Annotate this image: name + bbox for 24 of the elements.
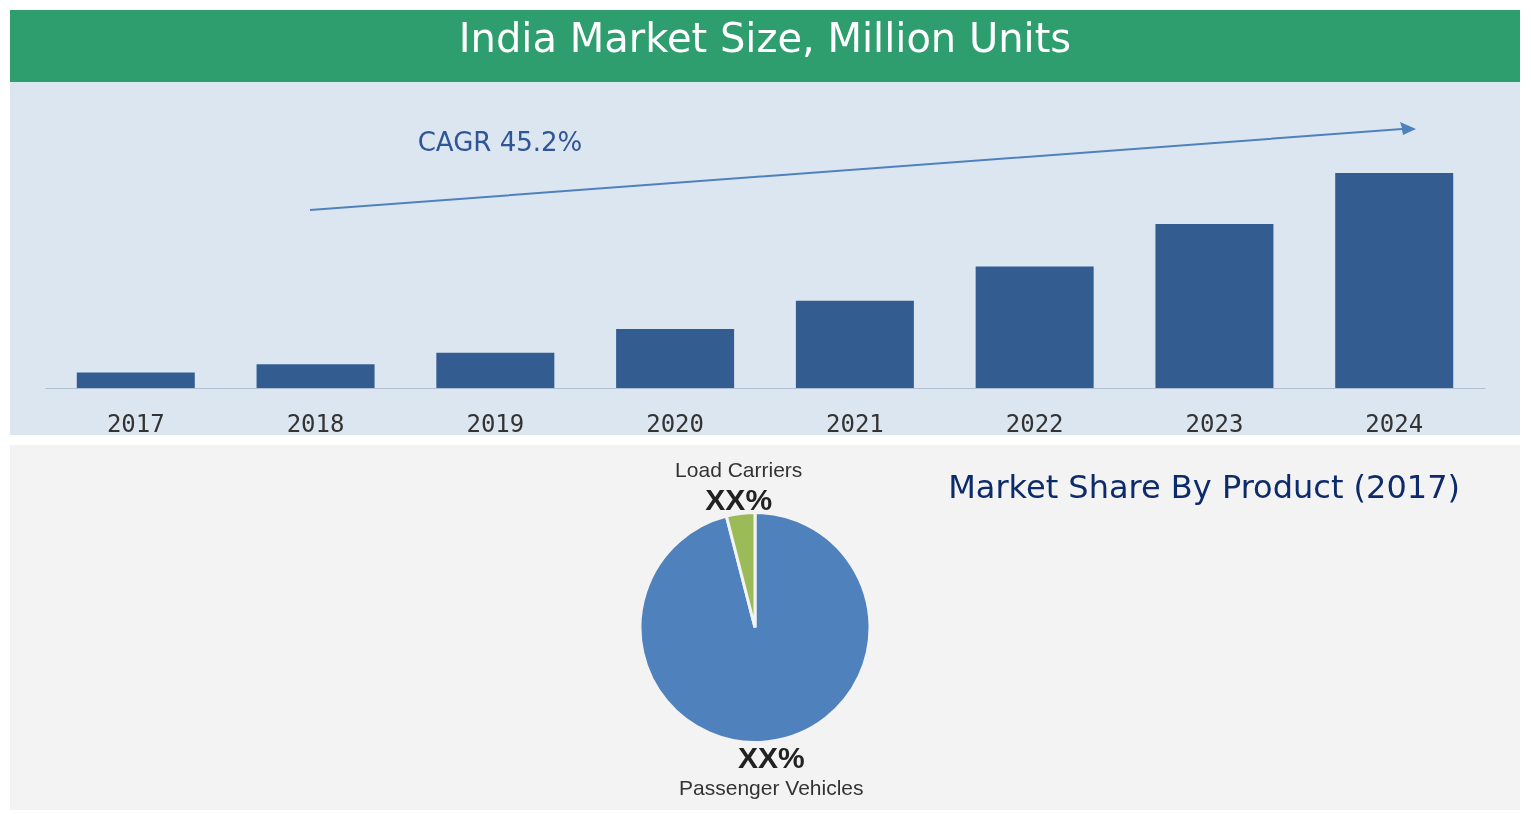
- bar: [256, 364, 375, 388]
- x-tick-label: 2022: [1005, 409, 1064, 438]
- x-tick-label: 2019: [466, 409, 525, 438]
- bar: [1335, 173, 1454, 388]
- data-label: XX%: [737, 740, 805, 774]
- pie-slice: [638, 511, 872, 744]
- bar: [616, 328, 735, 388]
- bar: [1155, 223, 1274, 388]
- x-tick-label: 2017: [106, 409, 165, 438]
- x-tick-label: 2021: [825, 409, 884, 438]
- bar: [436, 352, 555, 388]
- bar: [975, 266, 1094, 388]
- bar: [76, 372, 195, 388]
- x-tick-label: 2020: [646, 409, 705, 438]
- x-tick-label: 2024: [1365, 409, 1424, 438]
- bar: [795, 300, 914, 388]
- data-label: XX%: [705, 483, 773, 517]
- text: Market Share By Product (2017): [948, 468, 1460, 506]
- x-tick-label: 2018: [286, 409, 345, 438]
- chart-title: India Market Size, Million Units: [458, 15, 1072, 61]
- text: CAGR 45.2%: [417, 127, 583, 157]
- x-tick-label: 2023: [1185, 409, 1244, 438]
- slice-label: Load Carriers: [675, 458, 803, 482]
- slice-label: Passenger Vehicles: [679, 775, 864, 799]
